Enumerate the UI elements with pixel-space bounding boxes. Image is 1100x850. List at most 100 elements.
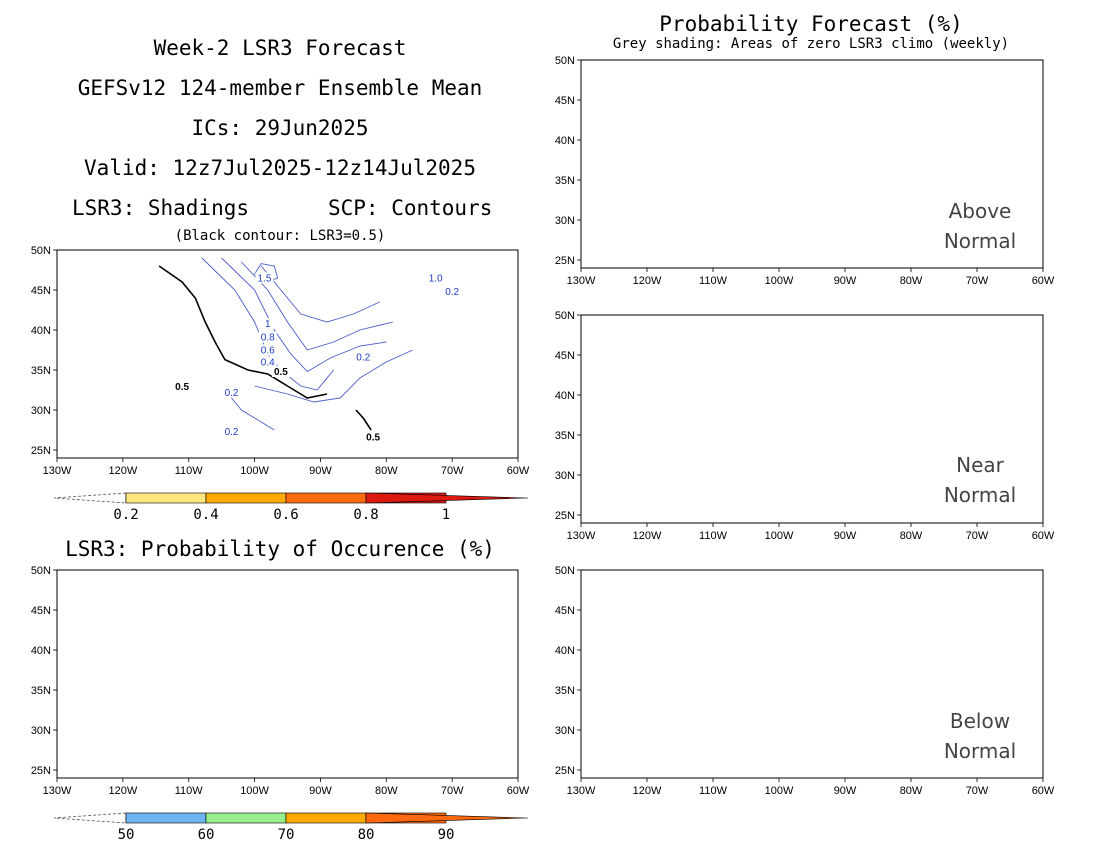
colorbar-tick: 80: [358, 827, 375, 843]
colorbar-segment: [205, 492, 287, 504]
contour-label-bg: [258, 318, 277, 329]
contour-label: 0.5: [175, 382, 189, 393]
below-normal-label: Below Normal: [932, 706, 1028, 766]
lat-label: 45N: [31, 285, 51, 297]
contour-scp-0-6: [221, 257, 387, 373]
lat-label: 30N: [555, 470, 575, 482]
title-line-4: Valid: 12z7Jul2025-12z14Jul2025: [84, 156, 476, 180]
occurrence-colorbar: 50 60 70 80 90: [53, 812, 529, 843]
lon-label: 130W: [43, 465, 72, 477]
map-panel-above: 130W 120W 110W 100W 90W 80W 70W 60W 50N 45N 40N 35N…: [555, 55, 1055, 287]
lon-label: 120W: [633, 275, 662, 287]
lon-label: 70W: [966, 785, 989, 797]
contour-scp-1-0: [260, 265, 380, 323]
colorbar-tick: 1: [442, 507, 450, 523]
occurrence-title: LSR3: Probability of Occurence (%): [65, 537, 495, 561]
above-line1: Above: [948, 199, 1012, 223]
colorbar-tick: 90: [438, 827, 455, 843]
below-line1: Below: [949, 709, 1011, 733]
lat-label: 50N: [555, 310, 575, 322]
contour-label: 0.5: [366, 433, 380, 444]
map-frame: [580, 59, 1044, 269]
contour-label-bg: [271, 366, 290, 377]
lon-label: 100W: [240, 465, 269, 477]
colorbar-segment: [125, 492, 207, 504]
contour-label-bg: [255, 272, 274, 284]
contour-label: 0.5: [274, 367, 288, 378]
lat-label: 35N: [31, 365, 51, 377]
contour-label-bg: [258, 344, 277, 356]
lon-label: 100W: [765, 785, 794, 797]
contour-label-bg: [426, 272, 445, 284]
lon-label: 60W: [1032, 785, 1055, 797]
lat-label: 35N: [555, 430, 575, 442]
contour-lsr3-0-5: [158, 265, 328, 399]
lat-label: 50N: [555, 565, 575, 577]
map-frame: [56, 249, 519, 459]
contour-label: 0.2: [225, 388, 239, 399]
contour-scp-0-2: [254, 349, 413, 403]
contour-label: 0.6: [261, 345, 275, 356]
contour-label-bg: [258, 356, 277, 368]
colorbar-left-arrow: [53, 812, 127, 824]
lon-label: 70W: [441, 785, 464, 797]
lon-label: 100W: [765, 530, 794, 542]
colorbar-segment: [285, 492, 367, 504]
lat-label: 35N: [555, 685, 575, 697]
colorbar-left-arrow: [53, 492, 127, 504]
lat-label: 50N: [555, 55, 575, 67]
colorbar-tick: 0.2: [113, 507, 138, 523]
lon-label: 70W: [966, 275, 989, 287]
lon-label: 110W: [699, 530, 728, 542]
contour-label-bg: [258, 331, 277, 343]
lat-label: 40N: [555, 645, 575, 657]
lat-label: 30N: [555, 725, 575, 737]
lat-label: 45N: [555, 95, 575, 107]
near-line2: Normal: [943, 483, 1017, 507]
map-frame: [56, 569, 519, 779]
lsr3-colorbar: 0.2 0.4 0.6 0.8 1: [53, 492, 529, 523]
lon-label: 130W: [567, 785, 596, 797]
lat-label: 30N: [555, 215, 575, 227]
colorbar-tick: 0.4: [193, 507, 218, 523]
lon-label: 80W: [900, 785, 923, 797]
lon-label: 130W: [567, 275, 596, 287]
lon-label: 90W: [309, 465, 332, 477]
colorbar-segment: [285, 812, 367, 824]
contour-label: 0.4: [261, 357, 275, 368]
lat-label: 50N: [31, 565, 51, 577]
contour-label-bg: [173, 381, 192, 393]
lon-label: 60W: [1032, 275, 1055, 287]
above-line2: Normal: [943, 229, 1017, 253]
lat-label: 40N: [555, 135, 575, 147]
lat-label: 25N: [31, 765, 51, 777]
contour-label: 1: [265, 319, 271, 330]
contour-lsr3-0-5-fl: [355, 409, 372, 431]
lon-label: 80W: [375, 785, 398, 797]
lon-label: 120W: [108, 465, 137, 477]
map-frame: [580, 569, 1044, 779]
lon-label: 110W: [175, 465, 204, 477]
contour-label: 1.0: [429, 273, 443, 284]
below-line2: Normal: [943, 739, 1017, 763]
title-line-3: ICs: 29Jun2025: [191, 116, 369, 140]
map-panel-occ: 130W 120W 110W 100W 90W 80W 70W 60W 50N 45N 40N 35N…: [31, 565, 530, 797]
title-line-2: GEFSv12 124-member Ensemble Mean: [77, 76, 483, 100]
lat-label: 30N: [31, 405, 51, 417]
lon-label: 130W: [43, 785, 72, 797]
contour-label: 0.2: [225, 427, 239, 438]
lat-label: 25N: [555, 255, 575, 267]
colorbar-tick: 60: [198, 827, 215, 843]
black-contour-note: (Black contour: LSR3=0.5): [174, 228, 386, 244]
lon-label: 70W: [966, 530, 989, 542]
probability-subtitle: Grey shading: Areas of zero LSR3 climo (…: [612, 36, 1010, 52]
lat-label: 35N: [555, 175, 575, 187]
lat-label: 30N: [31, 725, 51, 737]
map-frame: [580, 314, 1044, 524]
colorbar-right-arrow: [365, 812, 529, 824]
lon-label: 70W: [441, 465, 464, 477]
lat-label: 45N: [555, 350, 575, 362]
lat-label: 40N: [31, 325, 51, 337]
lat-label: 25N: [555, 765, 575, 777]
